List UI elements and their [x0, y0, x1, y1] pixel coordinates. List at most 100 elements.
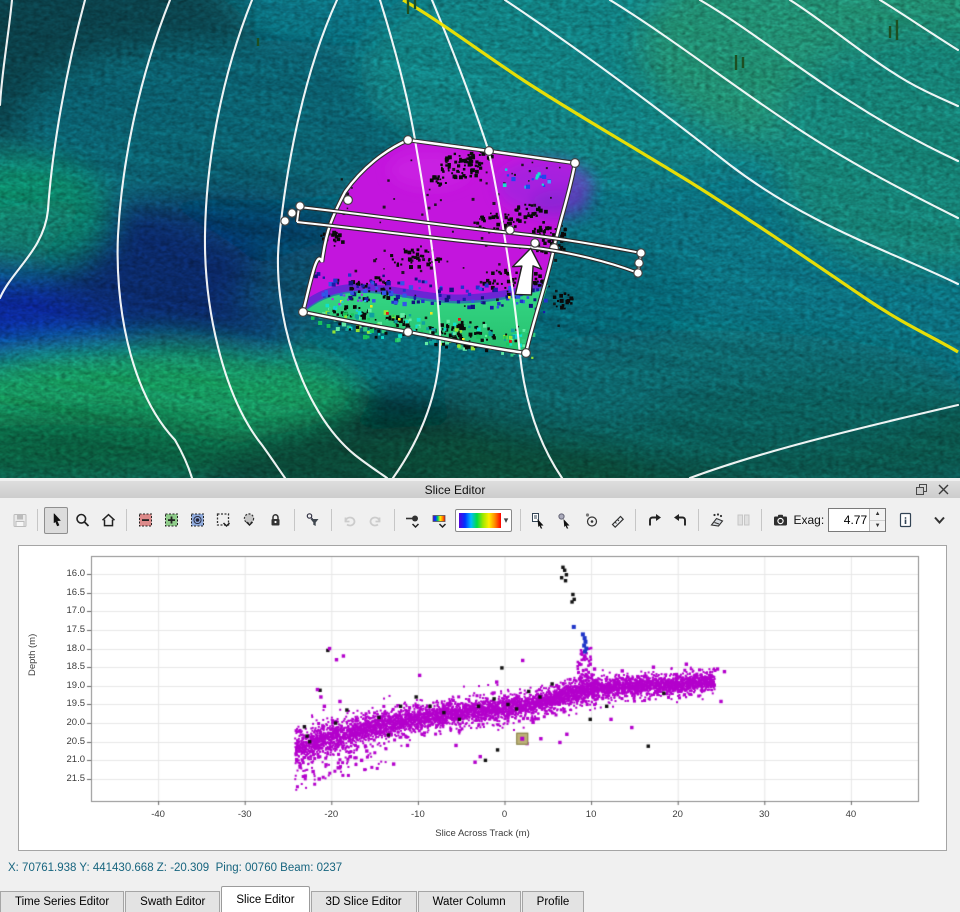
examine-selection-icon [190, 513, 204, 526]
reject-selection-icon [138, 513, 152, 526]
examine-selection-button[interactable] [185, 507, 209, 534]
swath-edit-icon [710, 512, 724, 527]
home-button[interactable] [96, 507, 120, 534]
handle[interactable] [343, 195, 354, 206]
info-document-button[interactable] [892, 507, 919, 534]
camera-button[interactable] [768, 507, 792, 534]
close-icon[interactable] [932, 482, 954, 497]
colormap-combobox[interactable]: ▾ [455, 508, 512, 532]
save-button[interactable] [7, 507, 31, 534]
exaggeration-spinbox[interactable]: ▲▼ [828, 508, 887, 532]
flag-back-icon [673, 513, 686, 525]
pick-info-cursor-button[interactable] [527, 507, 551, 534]
select-cursor-button[interactable] [44, 506, 69, 534]
camera-icon [773, 514, 787, 525]
panel-titlebar: Slice Editor [0, 481, 960, 498]
handle[interactable] [298, 307, 309, 318]
slice-handle[interactable] [280, 216, 290, 226]
x-tick-label: -10 [411, 809, 425, 820]
tab-3d-slice-editor[interactable]: 3D Slice Editor [310, 891, 417, 912]
x-tick-label: 30 [759, 809, 770, 820]
accept-selection-button[interactable] [159, 507, 183, 534]
rectangle-select-button[interactable] [212, 507, 236, 534]
toolbar-separator [330, 509, 332, 531]
redo-button[interactable] [364, 507, 388, 534]
pick-point-cursor-button[interactable] [553, 507, 577, 534]
zoom-button[interactable] [70, 507, 94, 534]
y-tick-label: 19.0 [66, 679, 86, 691]
toolbar-separator [698, 509, 700, 531]
select-cursor-icon [53, 512, 61, 526]
float-panel-icon[interactable] [910, 482, 932, 497]
color-range-button[interactable] [427, 507, 451, 534]
undo-button[interactable] [338, 507, 362, 534]
tab-profile[interactable]: Profile [521, 891, 585, 912]
flag-forward-button[interactable] [642, 507, 666, 534]
home-icon [101, 513, 115, 526]
slice-handle[interactable] [530, 238, 540, 248]
slice-handle[interactable] [633, 268, 643, 278]
toolbar-separator [37, 509, 38, 531]
slice-handle[interactable] [295, 201, 305, 211]
zoom-icon [75, 513, 89, 527]
angle-measure-button[interactable] [579, 507, 603, 534]
slice-plot-panel: 16.0 16.5 17.0 17.5 18.0 18.5 19.0 19.5 20.0 20.5… [18, 545, 947, 851]
tab-slice-editor[interactable]: Slice Editor [221, 886, 310, 912]
split-view-button[interactable] [731, 507, 755, 534]
3d-bathymetry-view[interactable] [0, 0, 960, 478]
handle[interactable] [403, 135, 414, 146]
info-document-icon [900, 512, 912, 527]
circle-select-button[interactable] [238, 507, 262, 534]
tab-water-column[interactable]: Water Column [417, 891, 521, 912]
redo-icon [370, 516, 381, 526]
reject-selection-button[interactable] [133, 507, 157, 534]
slice-handle[interactable] [505, 225, 515, 235]
tab-swath-editor[interactable]: Swath Editor [125, 891, 221, 912]
color-range-icon [432, 514, 446, 528]
selection-polygon-outline[interactable] [298, 135, 580, 359]
cursor-position-readout: X: 70761.938 Y: 441430.668 Z: -20.309 Pi… [8, 862, 343, 874]
rectangle-select-icon [216, 512, 231, 527]
tab-time-series-editor[interactable]: Time Series Editor [0, 891, 125, 912]
filter-search-icon [307, 512, 319, 526]
point-size-button[interactable] [401, 507, 425, 534]
lock-button[interactable] [264, 507, 288, 534]
flag-back-button[interactable] [668, 507, 692, 534]
filter-search-button[interactable] [301, 507, 325, 534]
accept-selection-icon [164, 513, 178, 526]
chevron-down-icon [934, 516, 945, 524]
spin-up-icon[interactable]: ▲ [870, 509, 886, 521]
x-tick-label: -30 [237, 809, 252, 820]
x-tick-label: 40 [845, 809, 857, 820]
handle[interactable] [403, 327, 414, 338]
spin-down-icon[interactable]: ▼ [870, 520, 886, 531]
handle[interactable] [520, 348, 531, 359]
slice-handle[interactable] [287, 208, 297, 218]
exaggeration-label: Exag: [793, 513, 825, 527]
tab-label: Profile [536, 896, 570, 908]
tab-label: Water Column [432, 896, 506, 908]
slice-band[interactable] [280, 201, 646, 278]
handle[interactable] [484, 146, 495, 157]
toolbar-separator [393, 509, 395, 531]
status-bar: X: 70761.938 Y: 441430.668 Z: -20.309 Pi… [0, 851, 960, 885]
slice-handle[interactable] [636, 248, 646, 258]
measure-button[interactable] [605, 507, 629, 534]
slice-scatter-plot[interactable] [19, 546, 946, 850]
tab-label: Swath Editor [140, 896, 206, 908]
y-tick-label: 16.0 [66, 568, 86, 579]
handle[interactable] [569, 158, 580, 169]
slice-handle[interactable] [634, 258, 644, 268]
spinner-buttons[interactable]: ▲ ▼ [869, 509, 886, 531]
exaggeration-input[interactable] [829, 509, 870, 531]
chevron-down-button[interactable] [926, 507, 953, 534]
y-tick-label: 19.5 [66, 698, 86, 710]
toolbar-separator [519, 509, 521, 531]
x-tick-label: 0 [501, 809, 508, 820]
swath-edit-button[interactable] [705, 507, 729, 534]
colormap-gradient [459, 512, 502, 528]
point-size-icon [406, 515, 420, 528]
angle-measure-icon [585, 512, 597, 527]
y-tick-label: 20.0 [66, 717, 86, 729]
